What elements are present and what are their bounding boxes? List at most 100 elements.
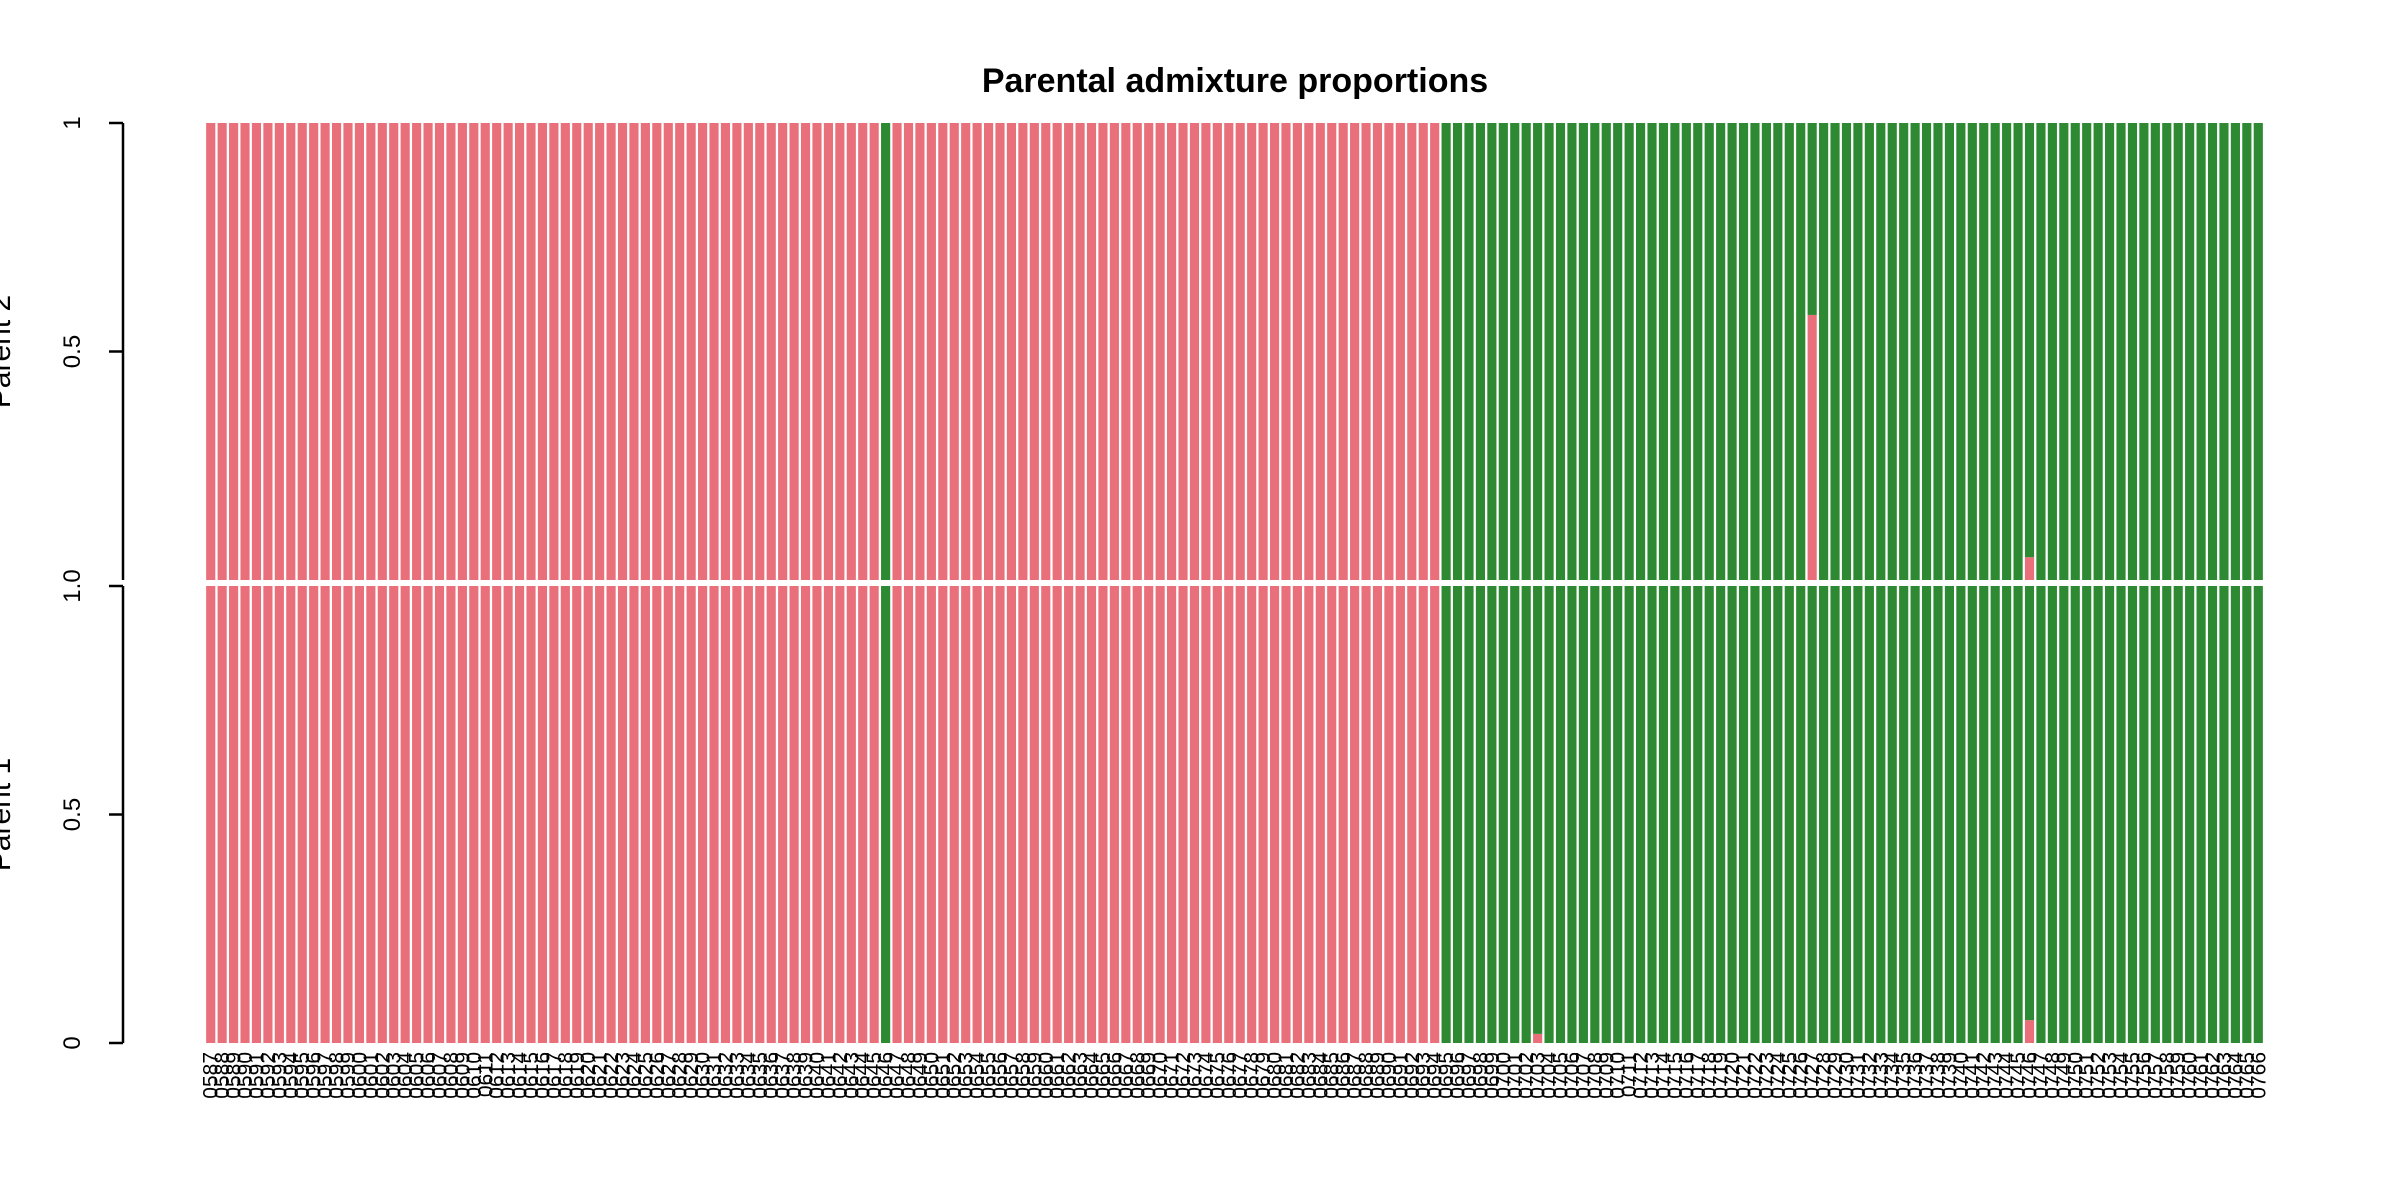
bar-segment [812, 586, 822, 1043]
bar-segment [1006, 586, 1017, 1043]
x-tick-label: 0600 [348, 1052, 371, 1099]
bar-segment [423, 586, 433, 1043]
bar-segment [2024, 557, 2035, 580]
bar-segment [881, 586, 891, 1043]
bar-segment [1235, 586, 1245, 1043]
bar-segment [1212, 586, 1222, 1043]
bar-segment [1475, 123, 1486, 580]
x-tick-label: 0666 [1103, 1052, 1126, 1099]
bar-segment [2036, 586, 2046, 1043]
bar-segment [1681, 123, 1691, 580]
bar-segment [274, 586, 284, 1043]
x-tick-label: 0717 [1687, 1052, 1710, 1099]
x-tick-label: 0621 [589, 1052, 612, 1099]
x-tick-label: 0729 [1824, 1052, 1847, 1099]
bar-segment [1727, 123, 1737, 580]
bar-segment [915, 586, 925, 1043]
x-tick-label: 0629 [680, 1052, 703, 1099]
bar-segment [1064, 123, 1074, 580]
bar-segment [331, 123, 342, 580]
bar-segment [983, 123, 994, 580]
bar-segment [1738, 123, 1749, 580]
bar-segment [1601, 586, 1611, 1043]
x-tick-label: 0640 [806, 1052, 829, 1099]
bar-segment [1590, 586, 1600, 1043]
bar-segment [1704, 123, 1714, 580]
x-tick-label: 0670 [1149, 1052, 1172, 1099]
bar-segment [537, 123, 548, 580]
bar-segment [938, 586, 948, 1043]
bar-segment [1361, 586, 1371, 1043]
bar-segment [217, 123, 227, 580]
x-tick-label: 0675 [1206, 1052, 1229, 1099]
x-tick-label: 0594 [280, 1052, 303, 1099]
x-tick-label: 0684 [1309, 1052, 1332, 1099]
bar-segment [343, 586, 353, 1043]
bar-segment [1350, 123, 1360, 580]
bar-segment [2127, 586, 2138, 1043]
x-tick-label: 0656 [989, 1052, 1012, 1099]
bar-segment [1041, 586, 1051, 1043]
x-tick-label: 0592 [257, 1052, 280, 1099]
bar-segment [229, 123, 239, 580]
x-tick-label: 0602 [371, 1052, 394, 1099]
bar-segment [1441, 123, 1451, 580]
x-tick-label: 0669 [1138, 1052, 1161, 1099]
bar-segment [2002, 123, 2012, 580]
bar-segment [720, 123, 731, 580]
bar-segment [1292, 586, 1302, 1043]
bar-segment [835, 586, 845, 1043]
bar-segment [1990, 123, 2000, 580]
x-tick-label: 0709 [1595, 1052, 1618, 1099]
x-tick-label: 0695 [1435, 1052, 1458, 1099]
x-tick-label: 0620 [577, 1052, 600, 1099]
bar-segment [1590, 123, 1600, 580]
bar-segment [1258, 586, 1268, 1043]
chart-title: Parental admixture proportions [982, 62, 1488, 100]
x-tick-label: 0671 [1161, 1052, 1184, 1099]
x-tick-label: 0665 [1092, 1052, 1115, 1099]
x-tick-label: 0685 [1321, 1052, 1344, 1099]
bar-segment [1876, 123, 1886, 580]
bar-segment [1395, 123, 1405, 580]
bar-segment [400, 123, 410, 580]
bar-segment [1761, 123, 1771, 580]
x-tick-label: 0745 [2007, 1052, 2030, 1099]
bar-segment [1247, 123, 1257, 580]
bar-segment [1018, 123, 1028, 580]
x-tick-label: 0611 [474, 1052, 497, 1097]
bar-segment [1761, 586, 1771, 1043]
x-tick-label: 0597 [314, 1052, 337, 1099]
x-tick-label: 0724 [1767, 1052, 1790, 1099]
bar-segment [1933, 586, 1943, 1043]
bar-segment [1533, 123, 1543, 580]
x-tick-label: 0681 [1275, 1052, 1298, 1099]
bar-segment [1075, 123, 1085, 580]
x-tick-label: 0765 [2236, 1052, 2259, 1099]
bar-segment [1944, 586, 1955, 1043]
x-tick-label: 0747 [2030, 1052, 2053, 1099]
bar-segment [698, 123, 708, 580]
bar-segment [1167, 123, 1177, 580]
x-tick-label: 0692 [1401, 1052, 1424, 1099]
bar-segment [2185, 123, 2195, 580]
x-tick-label: 0676 [1218, 1052, 1241, 1099]
x-tick-label: 0601 [360, 1052, 383, 1099]
bar-segment [595, 123, 605, 580]
y-axis-label: Parent 2 [0, 295, 17, 408]
x-tick-label: 0738 [1927, 1052, 1950, 1099]
x-tick-label: 0696 [1447, 1052, 1470, 1099]
bar-segment [1567, 123, 1577, 580]
bar-segment [1327, 586, 1337, 1043]
bar-segment [1304, 586, 1314, 1043]
x-tick-label: 0711 [1618, 1052, 1641, 1097]
bar-segment [1704, 586, 1714, 1043]
x-tick-label: 0725 [1778, 1052, 1801, 1099]
bar-segment [217, 586, 227, 1043]
bar-segment [2104, 586, 2115, 1043]
bar-segment [1201, 586, 1211, 1043]
bar-segment [263, 586, 273, 1043]
x-tick-label: 0698 [1469, 1052, 1492, 1099]
bar-segment [1258, 123, 1268, 580]
bar-segment [2219, 123, 2229, 580]
